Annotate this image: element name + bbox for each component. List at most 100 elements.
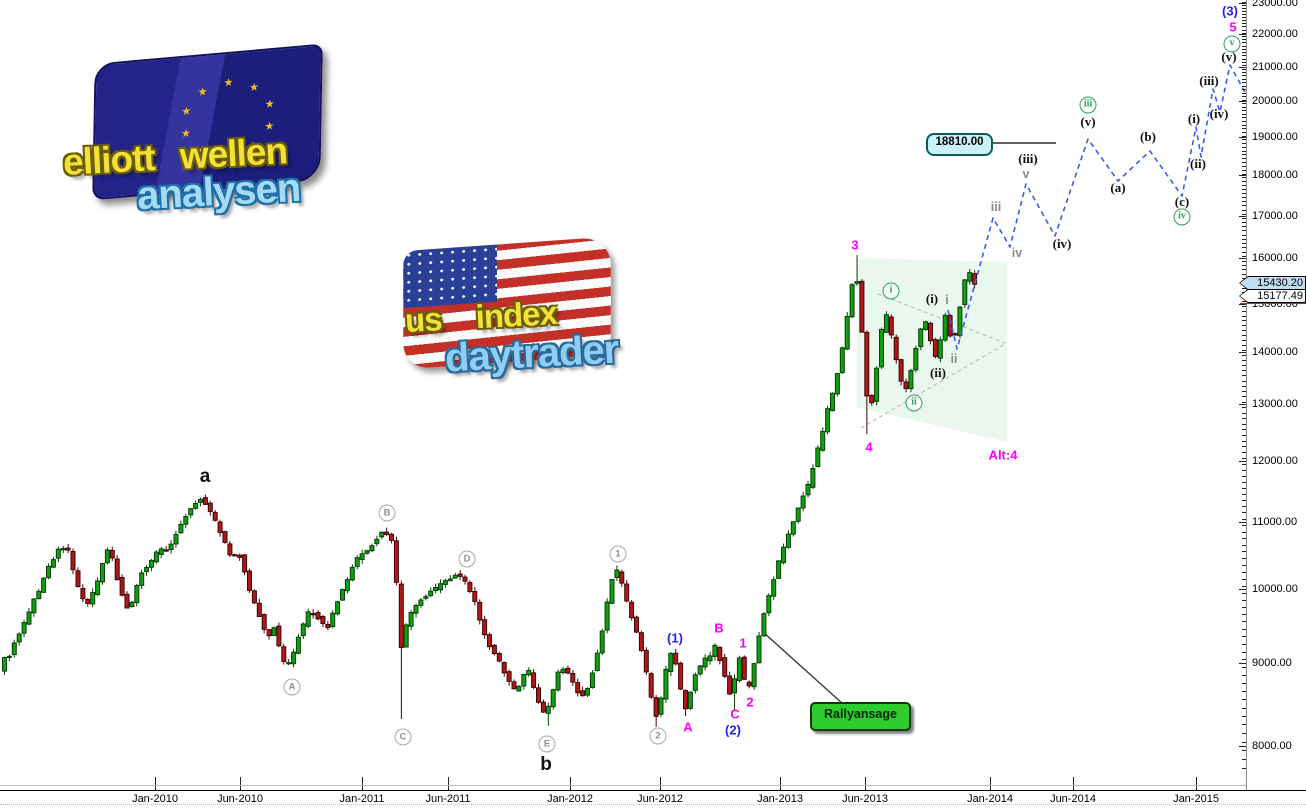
y-axis-label: 21000.00	[1252, 61, 1298, 73]
y-axis-minor-tick	[1242, 538, 1246, 540]
y-axis-minor-tick	[1242, 89, 1246, 91]
x-axis-tick	[362, 777, 363, 790]
y-axis-minor-tick	[1242, 96, 1246, 98]
y-axis-minor-tick	[1242, 113, 1246, 115]
rallyansage-callout[interactable]: Rallyansage	[810, 702, 911, 731]
y-axis-minor-tick	[1242, 39, 1246, 41]
y-axis-minor-tick	[1242, 29, 1246, 31]
y-axis-minor-tick	[1242, 359, 1246, 361]
y-axis-minor-tick	[1242, 106, 1246, 108]
y-axis-label: 12000.00	[1252, 454, 1298, 467]
y-axis-minor-tick	[1242, 23, 1246, 25]
y-axis-minor-tick	[1242, 131, 1246, 133]
y-axis-minor-tick	[1242, 273, 1246, 275]
y-axis-major-tick	[1239, 3, 1246, 4]
y-axis-minor-tick	[1242, 551, 1246, 553]
y-axis-label: 8000.00	[1252, 739, 1292, 752]
y-axis-major-tick	[1239, 589, 1246, 590]
y-axis-minor-tick	[1242, 110, 1246, 112]
y-axis-minor-tick	[1242, 287, 1246, 289]
y-axis-major-tick	[1239, 663, 1246, 665]
x-axis-tick	[990, 777, 991, 790]
y-axis-minor-tick	[1242, 512, 1246, 514]
y-axis-major-tick	[1239, 745, 1246, 747]
y-axis-minor-tick	[1242, 320, 1246, 322]
y-axis-minor-tick	[1242, 506, 1246, 508]
y-axis-spine	[1246, 0, 1247, 790]
y-axis-minor-tick	[1242, 310, 1246, 312]
x-axis-label: Jan-2010	[132, 793, 178, 805]
y-axis-minor-tick	[1242, 499, 1246, 501]
y-axis-minor-tick	[1242, 139, 1246, 141]
y-axis-minor-tick	[1242, 256, 1246, 258]
y-axis-minor-tick	[1242, 741, 1246, 743]
y-axis-minor-tick	[1242, 58, 1246, 60]
x-axis-label: Jun-2011	[425, 793, 471, 805]
y-axis-minor-tick	[1242, 401, 1246, 403]
y-axis-minor-tick	[1242, 750, 1246, 752]
y-axis-minor-tick	[1242, 344, 1246, 346]
y-axis-minor-tick	[1242, 418, 1246, 420]
y-axis-minor-tick	[1242, 234, 1246, 236]
y-axis-minor-tick	[1242, 209, 1246, 211]
y-axis-minor-tick	[1242, 189, 1246, 191]
y-axis-minor-tick	[1242, 92, 1246, 94]
price-tag-value: 15177.49	[1240, 290, 1305, 302]
y-axis-minor-tick	[1242, 201, 1246, 203]
y-axis-minor-tick	[1242, 68, 1246, 70]
y-axis-minor-tick	[1242, 429, 1246, 431]
y-axis-minor-tick	[1242, 7, 1246, 9]
y-axis-minor-tick	[1242, 48, 1246, 50]
logo-us-line2: daytrader	[443, 327, 620, 381]
y-axis-minor-tick	[1242, 265, 1246, 266]
y-axis-minor-tick	[1242, 558, 1246, 559]
y-axis-minor-tick	[1242, 370, 1246, 372]
y-axis-minor-tick	[1242, 16, 1246, 18]
elliott-wellen-analysen-logo: ★ ★ ★ ★ ★ ★ ★ ★ ★ ★ elliott wellen analysen	[55, 43, 375, 219]
y-axis-minor-tick	[1242, 161, 1246, 163]
x-axis-label: Jun-2010	[217, 793, 263, 805]
callout-line	[762, 631, 844, 705]
y-axis-minor-tick	[1242, 354, 1246, 356]
us-index-daytrader-logo: us index daytrader	[393, 236, 693, 395]
y-axis-major-tick	[1239, 303, 1246, 305]
current-price-line	[1240, 303, 1306, 304]
y-axis-minor-tick	[1242, 628, 1246, 630]
y-axis-label: 16000.00	[1252, 252, 1298, 265]
y-axis-minor-tick	[1242, 452, 1246, 453]
y-axis-major-tick	[1239, 101, 1246, 103]
y-axis-minor-tick	[1242, 675, 1246, 676]
y-axis-minor-tick	[1242, 26, 1246, 28]
y-axis-label: 9000.00	[1252, 657, 1292, 670]
y-axis-minor-tick	[1242, 699, 1246, 701]
y-axis-minor-tick	[1242, 621, 1246, 623]
y-axis-minor-tick	[1242, 185, 1246, 187]
y-axis-minor-tick	[1242, 463, 1246, 465]
elliott-projection-path[interactable]	[947, 64, 1247, 350]
price-target-label[interactable]: 18810.00	[926, 133, 993, 156]
y-axis-minor-tick	[1242, 35, 1246, 37]
y-axis-major-tick	[1239, 137, 1246, 139]
y-axis-minor-tick	[1242, 251, 1246, 253]
y-axis-minor-tick	[1242, 278, 1246, 280]
logo-eu-line2: analysen	[135, 165, 302, 219]
y-axis-minor-tick	[1242, 154, 1246, 156]
y-axis-minor-tick	[1242, 181, 1246, 183]
y-axis-minor-tick	[1242, 375, 1246, 377]
y-axis-minor-tick	[1242, 349, 1246, 351]
y-axis-major-tick	[1239, 352, 1246, 354]
y-axis-minor-tick	[1242, 659, 1246, 661]
y-axis-minor-tick	[1242, 103, 1246, 105]
y-axis-minor-tick	[1242, 13, 1246, 15]
y-axis-major-tick	[1239, 521, 1246, 523]
y-axis-minor-tick	[1242, 578, 1246, 580]
eu-star-icon: ★	[223, 76, 234, 90]
y-axis-minor-tick	[1242, 65, 1246, 67]
y-axis-minor-tick	[1242, 52, 1246, 54]
y-axis-minor-tick	[1242, 78, 1246, 80]
price-tag-secondary: 15177.49	[1239, 289, 1306, 303]
plot-bottom-border	[0, 785, 1246, 786]
x-axis-label: Jan-2015	[1173, 793, 1219, 805]
